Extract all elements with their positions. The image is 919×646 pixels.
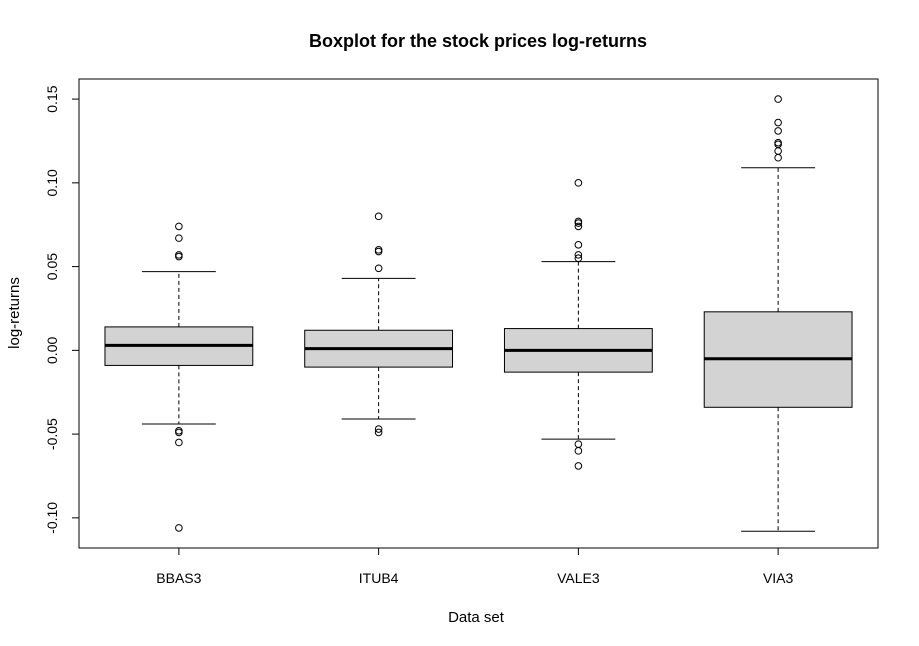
outlier-point	[574, 241, 583, 249]
outlier-point	[574, 440, 583, 448]
outlier-point	[175, 234, 183, 242]
y-axis: -0.10 -0.05 0.00 0.05 0.10 0.15	[44, 85, 79, 534]
outlier-point	[374, 428, 383, 437]
y-tick-label: 0.00	[44, 337, 60, 364]
outlier-point	[374, 247, 383, 256]
outlier-point	[574, 462, 583, 470]
y-axis-label: log-returns	[6, 277, 23, 349]
boxes-group	[104, 95, 853, 532]
outlier-point	[574, 251, 583, 259]
x-tick-label: BBAS3	[156, 570, 201, 586]
x-tick-label: ITUB4	[359, 570, 399, 586]
box-bbas3	[104, 222, 254, 532]
outlier-point	[774, 127, 782, 135]
y-tick-label: 0.15	[44, 85, 60, 112]
outlier-point	[574, 179, 583, 187]
outlier-point	[574, 222, 583, 231]
y-tick-label: -0.10	[44, 502, 60, 534]
outlier-point	[574, 254, 583, 263]
outlier-point	[374, 425, 383, 433]
outlier-point	[774, 147, 782, 155]
x-tick-label: VALE3	[557, 570, 600, 586]
y-tick-label: 0.05	[44, 253, 60, 280]
outlier-point	[374, 264, 383, 273]
x-axis-label: Data set	[448, 609, 505, 626]
box-vale3	[503, 179, 653, 470]
outlier-point	[175, 222, 183, 231]
x-axis: BBAS3 ITUB4 VALE3 VIA3	[156, 548, 794, 586]
box-itub4	[304, 212, 454, 437]
outlier-point	[574, 219, 583, 227]
outlier-point	[175, 524, 183, 532]
y-tick-label: -0.05	[44, 418, 60, 450]
outlier-point	[374, 212, 383, 221]
y-tick-label: 0.10	[44, 169, 60, 196]
outlier-point	[175, 428, 183, 437]
x-tick-label: VIA3	[763, 570, 794, 586]
outlier-point	[774, 95, 782, 103]
box-via3	[703, 95, 853, 532]
chart-title: Boxplot for the stock prices log-returns	[309, 31, 647, 51]
outlier-point	[774, 153, 782, 162]
outlier-point	[574, 447, 583, 455]
outlier-point	[175, 252, 183, 261]
outlier-point	[175, 438, 183, 447]
outlier-point	[774, 118, 782, 127]
plot-frame	[78, 78, 879, 549]
